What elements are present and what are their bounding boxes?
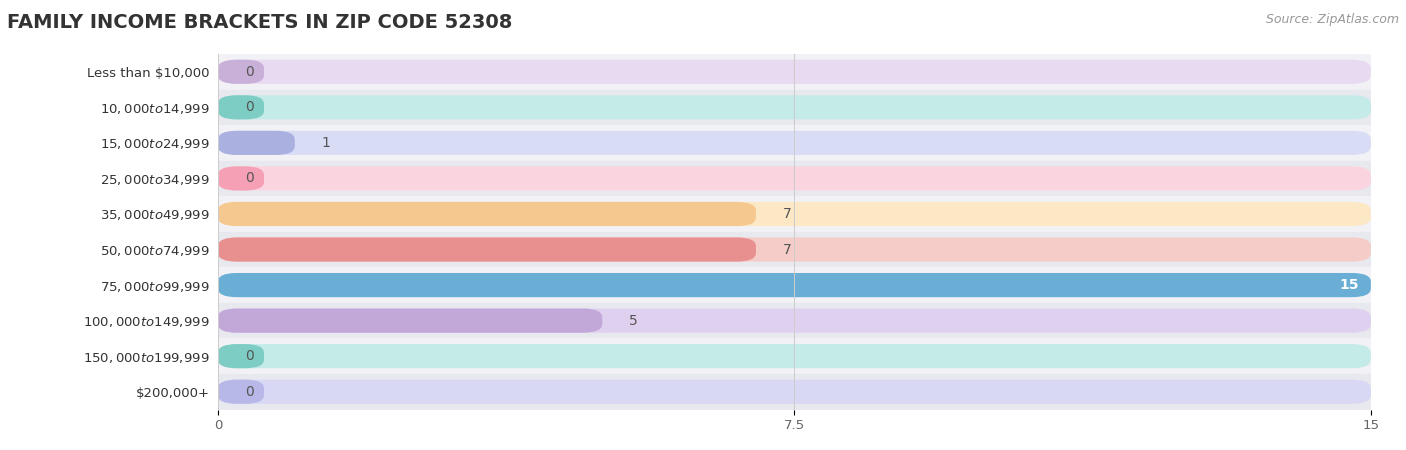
FancyBboxPatch shape bbox=[218, 380, 264, 404]
FancyBboxPatch shape bbox=[218, 238, 1371, 261]
FancyBboxPatch shape bbox=[218, 238, 756, 261]
FancyBboxPatch shape bbox=[218, 60, 264, 84]
Bar bbox=[218, 125, 1371, 161]
Bar bbox=[218, 267, 1371, 303]
Text: 0: 0 bbox=[245, 349, 253, 363]
FancyBboxPatch shape bbox=[218, 131, 295, 155]
Text: 0: 0 bbox=[245, 65, 253, 79]
Text: 0: 0 bbox=[245, 100, 253, 114]
FancyBboxPatch shape bbox=[218, 166, 264, 190]
Bar bbox=[218, 232, 1371, 267]
Text: FAMILY INCOME BRACKETS IN ZIP CODE 52308: FAMILY INCOME BRACKETS IN ZIP CODE 52308 bbox=[7, 14, 512, 32]
Text: 15: 15 bbox=[1340, 278, 1360, 292]
FancyBboxPatch shape bbox=[218, 166, 1371, 190]
Text: 7: 7 bbox=[783, 207, 792, 221]
Bar bbox=[218, 374, 1371, 410]
Bar bbox=[218, 90, 1371, 125]
Bar bbox=[218, 303, 1371, 338]
FancyBboxPatch shape bbox=[218, 344, 264, 368]
FancyBboxPatch shape bbox=[218, 95, 264, 119]
Bar bbox=[218, 338, 1371, 374]
FancyBboxPatch shape bbox=[218, 344, 1371, 368]
Text: 1: 1 bbox=[322, 136, 330, 150]
Text: 7: 7 bbox=[783, 243, 792, 256]
FancyBboxPatch shape bbox=[218, 273, 1371, 297]
FancyBboxPatch shape bbox=[218, 202, 756, 226]
Text: 0: 0 bbox=[245, 385, 253, 399]
Bar bbox=[218, 54, 1371, 90]
FancyBboxPatch shape bbox=[218, 309, 1371, 333]
FancyBboxPatch shape bbox=[218, 380, 1371, 404]
Bar bbox=[218, 196, 1371, 232]
FancyBboxPatch shape bbox=[218, 131, 1371, 155]
Text: 5: 5 bbox=[628, 314, 638, 328]
FancyBboxPatch shape bbox=[218, 95, 1371, 119]
Text: Source: ZipAtlas.com: Source: ZipAtlas.com bbox=[1265, 14, 1399, 27]
FancyBboxPatch shape bbox=[218, 60, 1371, 84]
Bar bbox=[218, 161, 1371, 196]
FancyBboxPatch shape bbox=[218, 202, 1371, 226]
Text: 0: 0 bbox=[245, 171, 253, 185]
FancyBboxPatch shape bbox=[218, 309, 602, 333]
FancyBboxPatch shape bbox=[218, 273, 1371, 297]
